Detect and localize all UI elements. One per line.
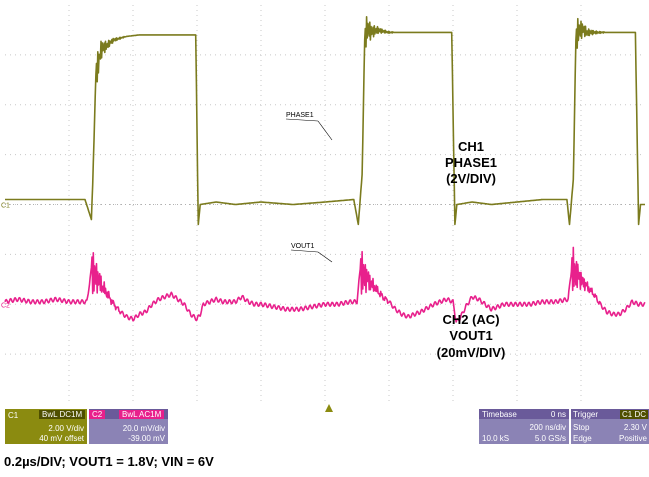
channel-marker-c1: C1 bbox=[1, 203, 10, 210]
timebase-samples: 10.0 kS bbox=[482, 434, 510, 443]
trigger-header-bar bbox=[571, 409, 649, 419]
ch1-offset: 40 mV offset bbox=[39, 434, 84, 443]
ch2-coupling-badge: BwL AC1M bbox=[119, 410, 165, 419]
trigger-label: Trigger bbox=[573, 410, 599, 419]
ch2-offset: -39.00 mV bbox=[128, 434, 165, 443]
timebase-label: Timebase bbox=[482, 410, 517, 419]
ch1-descriptor-panel[interactable]: C1 BwL DC1M 2.00 V/div 40 mV offset bbox=[5, 409, 87, 444]
timebase-panel[interactable]: Timebase 0 ns 200 ns/div 10.0 kS 5.0 GS/… bbox=[479, 409, 569, 444]
trigger-panel[interactable]: Trigger C1 DC Stop 2.30 V Edge Positive bbox=[571, 409, 649, 444]
probe-label-phase1: PHASE1 bbox=[286, 112, 314, 119]
ch2-label: C2 bbox=[89, 410, 106, 419]
chart-marks bbox=[4, 15, 646, 323]
trace-ch1 bbox=[4, 15, 646, 226]
trigger-slope: Positive bbox=[618, 434, 647, 443]
ch1-volts-div: 2.00 V/div bbox=[48, 424, 84, 433]
figure-caption: 0.2µs/DIV; VOUT1 = 1.8V; VIN = 6V bbox=[4, 454, 214, 469]
ch2-descriptor-panel[interactable]: C2 BwL AC1M 20.0 mV/div -39.00 mV bbox=[89, 409, 168, 444]
annotation-ch1_lines-line: (2V/DIV) bbox=[446, 171, 496, 186]
trigger-mode: Stop bbox=[573, 423, 590, 432]
trigger-level: 2.30 V bbox=[623, 423, 647, 432]
probe-leader-underline bbox=[285, 118, 319, 122]
channel-marker-c2: C2 bbox=[1, 302, 10, 309]
ch1-coupling-badge: BwL DC1M bbox=[39, 410, 86, 419]
ch1-label: C1 bbox=[8, 411, 19, 420]
timebase-header-bar bbox=[479, 409, 569, 419]
trigger-type: Edge bbox=[573, 434, 592, 443]
probe-leader-line bbox=[317, 251, 333, 263]
annotation-ch1_lines-line: CH1 bbox=[458, 139, 484, 154]
probe-leader-line bbox=[317, 120, 333, 141]
trigger-position-marker bbox=[325, 404, 333, 412]
trace-ch2 bbox=[4, 246, 646, 323]
annotation-ch2_lines-line: CH2 (AC) bbox=[442, 312, 499, 327]
annotation-ch1_lines-line: PHASE1 bbox=[445, 155, 497, 170]
annotation-ch2_lines-line: VOUT1 bbox=[449, 328, 492, 343]
annotation-ch2_lines-line: (20mV/DIV) bbox=[437, 345, 506, 360]
timebase-rate: 5.0 GS/s bbox=[534, 434, 566, 443]
probe-label-vout1: VOUT1 bbox=[291, 243, 314, 250]
timebase-time-div: 200 ns/div bbox=[529, 423, 566, 432]
trigger-badge: C1 DC bbox=[620, 410, 649, 419]
probe-leader-underline bbox=[290, 249, 319, 253]
ch2-volts-div: 20.0 mV/div bbox=[122, 424, 165, 433]
timebase-delay: 0 ns bbox=[550, 410, 566, 419]
